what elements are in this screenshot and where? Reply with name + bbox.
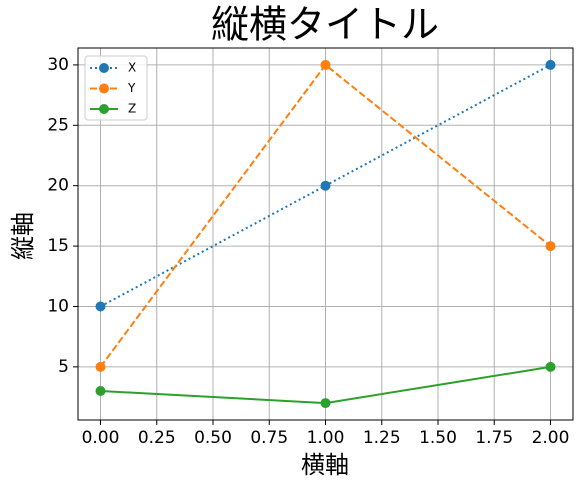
x-tick-label: 0.75 [250, 428, 288, 448]
data-point [95, 361, 106, 372]
data-point [545, 241, 556, 252]
data-point [320, 180, 331, 191]
data-point [545, 59, 556, 70]
x-tick-label: 2.00 [532, 428, 570, 448]
x-tick-label: 0.50 [194, 428, 232, 448]
y-axis-label: 縦軸 [9, 212, 37, 260]
y-tick-label: 15 [47, 236, 69, 256]
y-tick-label: 30 [47, 55, 69, 75]
x-tick-label: 1.25 [363, 428, 401, 448]
x-tick-label: 1.00 [307, 428, 345, 448]
data-point [545, 361, 556, 372]
data-point [95, 301, 106, 312]
y-tick-label: 25 [47, 115, 69, 135]
x-tick-label: 0.25 [138, 428, 176, 448]
x-tick-label: 1.50 [419, 428, 457, 448]
data-point [320, 398, 331, 409]
x-axis-label: 横軸 [301, 451, 349, 479]
legend-marker [99, 63, 109, 73]
plot-frame [77, 47, 574, 421]
y-tick-label: 5 [58, 357, 69, 377]
y-tick-label: 10 [47, 296, 69, 316]
data-point [320, 59, 331, 70]
legend-label: X [128, 61, 136, 75]
legend-label: Z [128, 102, 136, 116]
legend-label: Y [127, 81, 136, 95]
y-tick-label: 20 [47, 176, 69, 196]
chart-title: 縦横タイトル [211, 3, 439, 47]
x-tick-label: 1.75 [475, 428, 513, 448]
x-tick-label: 0.00 [82, 428, 120, 448]
legend-marker [99, 83, 109, 94]
data-point [95, 386, 106, 397]
legend-marker [99, 104, 109, 114]
